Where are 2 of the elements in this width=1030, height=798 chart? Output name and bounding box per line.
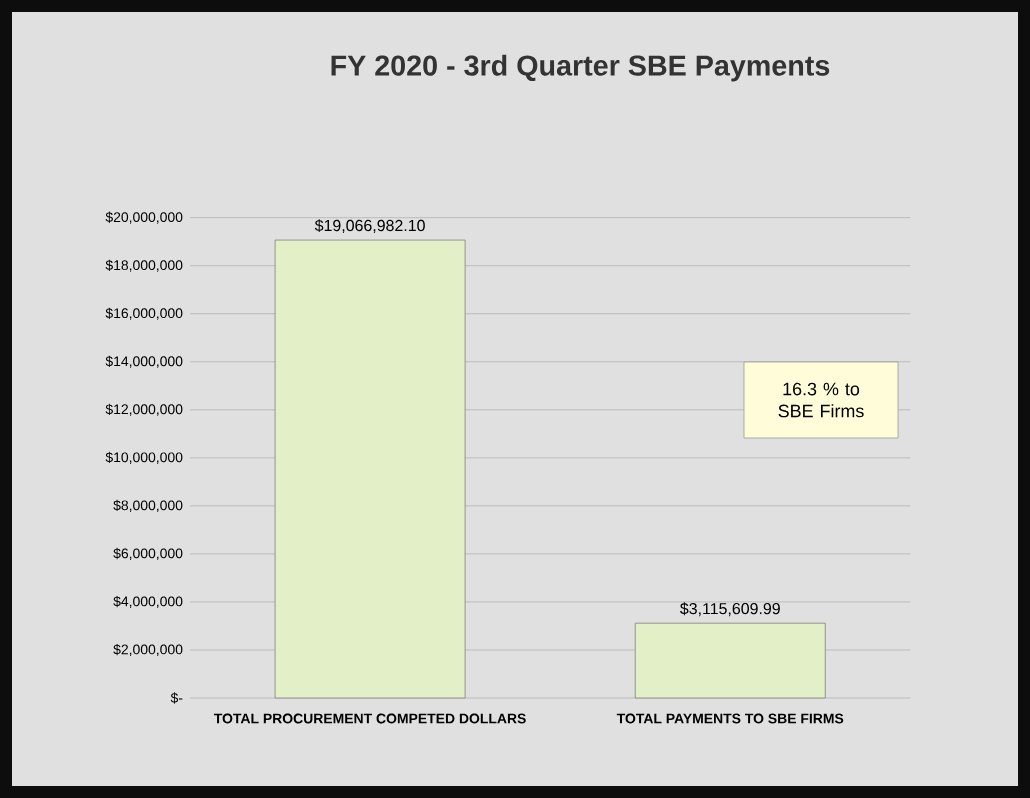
- annotation: 16.3 % to SBE Firms: [778, 382, 864, 418]
- chart-title: FY 2020 - 3rd Quarter SBE Payments: [331, 54, 830, 82]
